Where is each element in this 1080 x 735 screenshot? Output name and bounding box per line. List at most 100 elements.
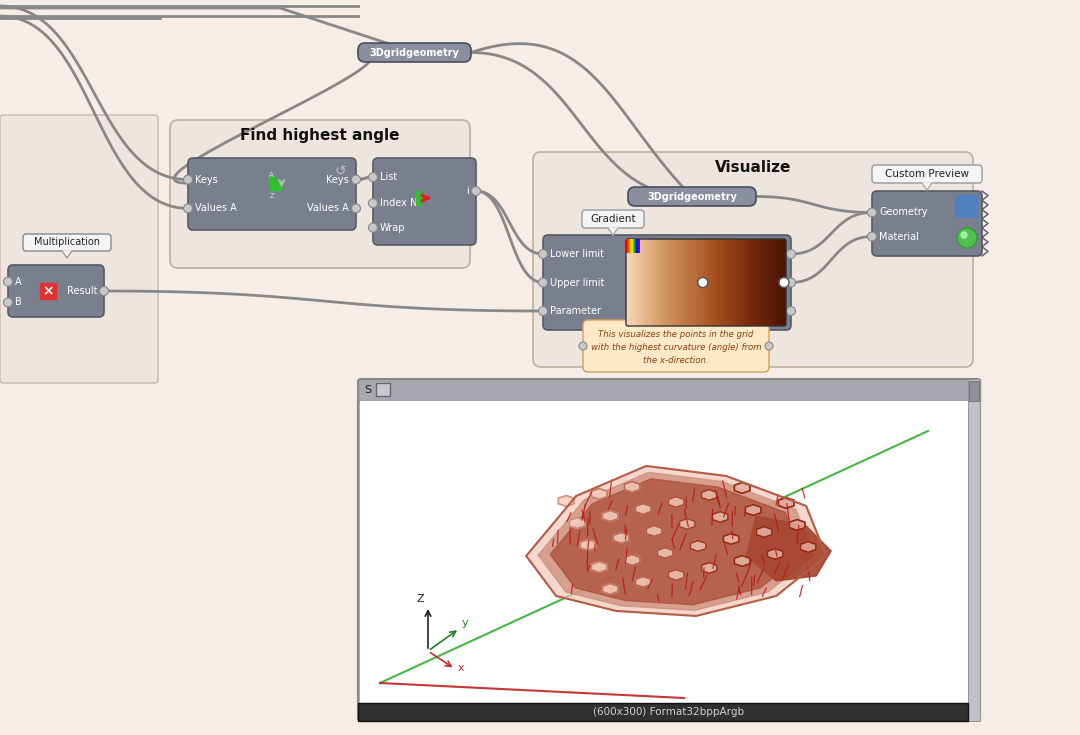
- Circle shape: [184, 175, 192, 184]
- Circle shape: [779, 278, 789, 287]
- FancyBboxPatch shape: [357, 43, 471, 62]
- Bar: [360, 401, 968, 703]
- Polygon shape: [635, 576, 651, 587]
- Bar: [416, 191, 421, 205]
- Circle shape: [786, 306, 796, 315]
- Bar: [269, 176, 273, 190]
- Text: Z: Z: [269, 193, 274, 199]
- Text: Keys: Keys: [195, 175, 218, 184]
- Polygon shape: [768, 548, 783, 559]
- Polygon shape: [550, 478, 802, 605]
- Polygon shape: [526, 466, 826, 616]
- Circle shape: [539, 306, 548, 315]
- Text: the x-direction.: the x-direction.: [643, 356, 708, 365]
- Polygon shape: [635, 503, 651, 514]
- FancyBboxPatch shape: [8, 265, 104, 317]
- Text: Material: Material: [879, 232, 919, 242]
- Text: Geometry: Geometry: [879, 207, 928, 218]
- Polygon shape: [608, 228, 618, 235]
- Text: Index N: Index N: [380, 198, 417, 208]
- Text: This visualizes the points in the grid: This visualizes the points in the grid: [598, 330, 754, 339]
- Polygon shape: [613, 533, 629, 543]
- Polygon shape: [679, 519, 694, 529]
- Polygon shape: [624, 555, 640, 565]
- Text: Result: Result: [67, 286, 97, 296]
- Bar: [275, 180, 281, 190]
- Text: A: A: [15, 276, 22, 287]
- Polygon shape: [646, 526, 662, 537]
- Circle shape: [765, 342, 773, 350]
- Circle shape: [786, 249, 796, 259]
- Text: 3Dgridgeometry: 3Dgridgeometry: [647, 192, 737, 201]
- Polygon shape: [701, 562, 717, 573]
- Polygon shape: [624, 481, 640, 492]
- Text: Values A: Values A: [307, 204, 349, 213]
- Bar: [40, 283, 56, 299]
- Circle shape: [99, 287, 108, 295]
- Text: Gradient: Gradient: [590, 214, 636, 224]
- Text: List: List: [380, 172, 397, 182]
- Bar: [969, 381, 978, 401]
- FancyBboxPatch shape: [872, 191, 982, 256]
- Circle shape: [539, 278, 548, 287]
- Polygon shape: [603, 511, 618, 521]
- FancyBboxPatch shape: [0, 115, 158, 383]
- Text: (600x300) Format32bppArgb: (600x300) Format32bppArgb: [593, 707, 744, 717]
- Polygon shape: [592, 562, 607, 573]
- Polygon shape: [658, 548, 673, 559]
- Text: Keys: Keys: [326, 175, 349, 184]
- Circle shape: [539, 249, 548, 259]
- Polygon shape: [580, 539, 596, 551]
- Polygon shape: [734, 556, 750, 567]
- Text: 3Dgridgeometry: 3Dgridgeometry: [369, 48, 459, 57]
- Polygon shape: [724, 534, 739, 545]
- Circle shape: [867, 208, 877, 217]
- Text: Wrap: Wrap: [380, 223, 405, 232]
- Bar: [376, 383, 390, 396]
- Text: Parameter: Parameter: [550, 306, 600, 316]
- FancyBboxPatch shape: [582, 210, 644, 228]
- Bar: [357, 379, 980, 401]
- FancyBboxPatch shape: [373, 158, 476, 245]
- Circle shape: [957, 228, 977, 248]
- Text: B: B: [15, 298, 22, 307]
- Polygon shape: [690, 540, 706, 551]
- Polygon shape: [745, 504, 761, 515]
- Polygon shape: [746, 516, 832, 581]
- Text: Find highest angle: Find highest angle: [240, 127, 400, 143]
- Polygon shape: [922, 183, 932, 190]
- Polygon shape: [800, 542, 816, 553]
- Polygon shape: [713, 512, 728, 523]
- Circle shape: [351, 204, 361, 213]
- Circle shape: [368, 173, 378, 182]
- Text: Multiplication: Multiplication: [33, 237, 100, 247]
- Circle shape: [698, 278, 707, 287]
- Circle shape: [579, 342, 588, 350]
- Text: Custom Preview: Custom Preview: [885, 169, 969, 179]
- FancyBboxPatch shape: [23, 234, 111, 251]
- Polygon shape: [669, 570, 684, 581]
- FancyBboxPatch shape: [583, 320, 769, 372]
- FancyBboxPatch shape: [627, 187, 756, 206]
- Circle shape: [472, 187, 481, 196]
- FancyBboxPatch shape: [357, 379, 980, 721]
- Circle shape: [368, 198, 378, 208]
- Polygon shape: [756, 526, 772, 537]
- Circle shape: [3, 277, 13, 286]
- Polygon shape: [62, 251, 72, 258]
- Circle shape: [351, 175, 361, 184]
- FancyBboxPatch shape: [534, 152, 973, 367]
- Text: y: y: [462, 618, 469, 628]
- Text: S: S: [364, 385, 372, 395]
- Text: with the highest curvature (angle) from: with the highest curvature (angle) from: [591, 343, 761, 352]
- Polygon shape: [779, 498, 794, 509]
- Polygon shape: [734, 483, 750, 493]
- Text: A: A: [269, 172, 274, 178]
- Circle shape: [867, 232, 877, 241]
- Text: Z: Z: [416, 594, 423, 604]
- Text: Visualize: Visualize: [715, 159, 792, 174]
- FancyBboxPatch shape: [872, 165, 982, 183]
- Text: Upper limit: Upper limit: [550, 278, 605, 287]
- Bar: [955, 195, 977, 217]
- Polygon shape: [569, 517, 585, 528]
